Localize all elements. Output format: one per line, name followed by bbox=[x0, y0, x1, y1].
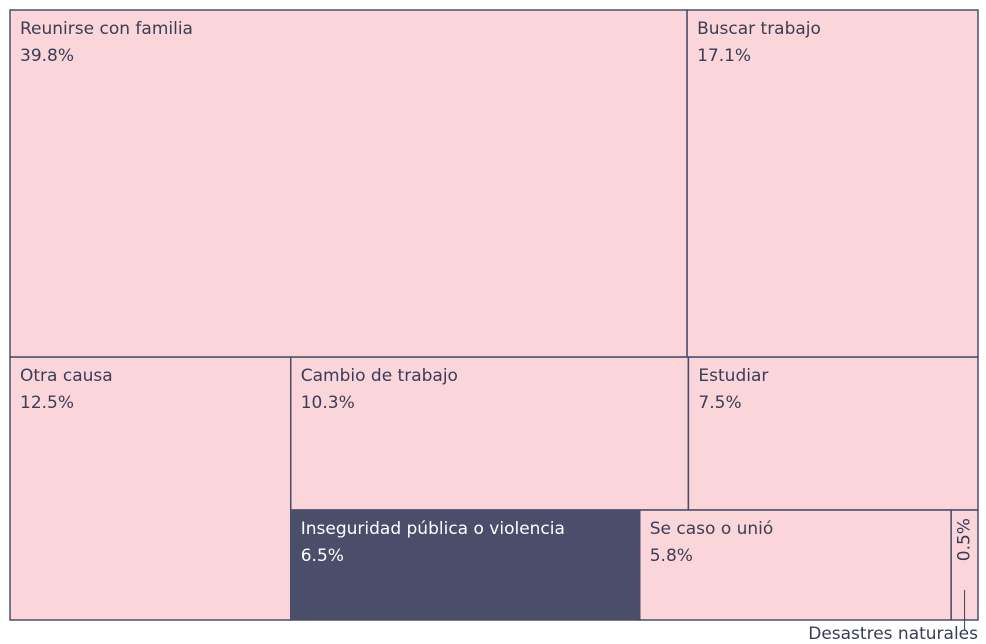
tile-label: Reunirse con familia bbox=[20, 19, 193, 39]
tile-label: Cambio de trabajo bbox=[301, 366, 458, 386]
tile-value: 0.5% bbox=[955, 518, 975, 561]
tile-value: 10.3% bbox=[301, 393, 355, 413]
tile-value: 7.5% bbox=[698, 393, 741, 413]
tile-label: Se caso o unió bbox=[650, 519, 774, 539]
tile bbox=[638, 509, 952, 621]
tile-label: Estudiar bbox=[698, 366, 768, 386]
tile bbox=[686, 9, 979, 358]
tile bbox=[289, 356, 690, 511]
tile-value: 5.8% bbox=[650, 546, 693, 566]
tile-label: Buscar trabajo bbox=[697, 19, 821, 39]
tile-value: 17.1% bbox=[697, 46, 751, 66]
tile-label: Otra causa bbox=[20, 366, 113, 386]
tile bbox=[289, 509, 641, 621]
tile-value: 6.5% bbox=[301, 546, 344, 566]
tile bbox=[9, 9, 688, 358]
tile bbox=[9, 356, 292, 621]
tile-label: Inseguridad pública o violencia bbox=[301, 519, 565, 539]
tile-value: 12.5% bbox=[20, 393, 74, 413]
tile-value: 39.8% bbox=[20, 46, 74, 66]
tile-label: Desastres naturales bbox=[808, 624, 978, 644]
tile bbox=[687, 356, 979, 511]
